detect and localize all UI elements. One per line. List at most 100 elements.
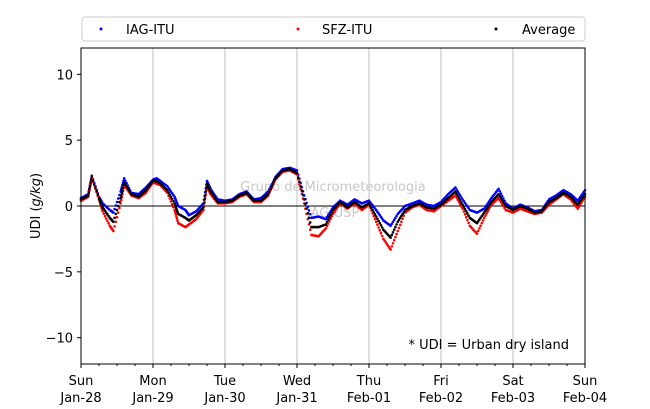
data-point bbox=[166, 188, 169, 192]
data-point bbox=[112, 211, 115, 214]
data-point bbox=[478, 227, 481, 230]
data-point bbox=[462, 205, 466, 209]
data-point bbox=[500, 194, 504, 198]
data-point bbox=[116, 197, 120, 200]
data-point bbox=[577, 205, 581, 208]
data-point bbox=[126, 186, 130, 190]
data-point bbox=[378, 229, 382, 232]
y-tick-label: 10 bbox=[56, 68, 73, 83]
data-point bbox=[299, 184, 302, 188]
x-tick-label-date: Jan-30 bbox=[203, 391, 245, 406]
legend-marker-sfz-itu bbox=[296, 27, 300, 31]
y-axis-label-unit: g/kg bbox=[29, 178, 44, 206]
data-point bbox=[497, 196, 500, 200]
data-point bbox=[396, 220, 400, 224]
y-axis-ticks: −10 −5 0 5 10 bbox=[46, 68, 81, 347]
data-point bbox=[499, 196, 503, 200]
data-point bbox=[112, 220, 115, 224]
data-point bbox=[374, 215, 378, 218]
legend: IAG-ITU SFZ-ITU Average bbox=[81, 16, 586, 42]
data-point bbox=[326, 218, 330, 221]
data-point bbox=[325, 215, 329, 219]
series-average bbox=[79, 167, 587, 239]
data-point bbox=[91, 179, 95, 182]
data-point bbox=[499, 192, 503, 196]
data-point bbox=[397, 226, 401, 230]
data-point bbox=[400, 214, 403, 218]
data-point bbox=[390, 233, 394, 237]
data-point bbox=[464, 209, 468, 213]
data-point bbox=[458, 198, 462, 202]
data-point bbox=[305, 207, 308, 210]
data-point bbox=[497, 187, 500, 191]
data-point bbox=[390, 222, 394, 226]
data-point bbox=[392, 228, 396, 231]
data-point bbox=[502, 200, 505, 204]
data-point bbox=[121, 186, 125, 189]
x-tick-label-day: Fri bbox=[433, 374, 449, 389]
data-point bbox=[95, 189, 98, 193]
y-axis-label: UDI (g/kg) bbox=[29, 173, 44, 239]
data-point bbox=[401, 212, 404, 216]
data-point bbox=[370, 206, 373, 210]
data-point bbox=[373, 217, 377, 221]
data-point bbox=[326, 213, 330, 217]
data-point bbox=[96, 193, 100, 196]
data-point bbox=[172, 199, 175, 203]
data-point bbox=[325, 220, 329, 224]
data-point bbox=[498, 190, 502, 193]
x-tick-label-day: Mon bbox=[139, 374, 166, 389]
data-point bbox=[482, 216, 486, 220]
data-point bbox=[118, 206, 121, 210]
data-point bbox=[268, 190, 271, 193]
data-point bbox=[377, 226, 380, 229]
data-point bbox=[169, 195, 173, 199]
data-point bbox=[380, 226, 384, 229]
data-point bbox=[461, 203, 464, 206]
data-point bbox=[88, 188, 91, 191]
data-point bbox=[113, 225, 116, 228]
data-point bbox=[173, 208, 176, 212]
x-tick-label-date: Feb-04 bbox=[563, 391, 607, 406]
data-point bbox=[401, 217, 404, 221]
data-point bbox=[397, 218, 401, 222]
data-point bbox=[503, 206, 506, 210]
data-point bbox=[172, 205, 175, 209]
data-point bbox=[329, 213, 332, 217]
data-point bbox=[113, 216, 116, 220]
data-point bbox=[118, 200, 121, 204]
data-point bbox=[324, 227, 328, 230]
data-point bbox=[298, 180, 301, 184]
data-point bbox=[176, 219, 179, 223]
data-point bbox=[373, 213, 377, 216]
data-point bbox=[391, 242, 395, 245]
data-point bbox=[307, 216, 311, 220]
data-point bbox=[394, 225, 397, 229]
data-point bbox=[390, 245, 394, 248]
data-point bbox=[475, 232, 479, 235]
data-point bbox=[115, 200, 119, 204]
legend-marker-iag-itu bbox=[99, 27, 103, 31]
annotation-note: * UDI = Urban dry island bbox=[409, 338, 569, 353]
data-point bbox=[460, 196, 463, 199]
data-point bbox=[104, 217, 108, 220]
data-point bbox=[392, 218, 396, 222]
data-point bbox=[455, 188, 458, 191]
data-point bbox=[101, 209, 104, 213]
x-tick-label-date: Feb-03 bbox=[491, 391, 535, 406]
x-tick-label-day: Sun bbox=[69, 374, 94, 389]
x-tick-label-date: Feb-02 bbox=[419, 391, 463, 406]
data-point bbox=[467, 214, 470, 217]
data-point bbox=[269, 187, 272, 191]
data-point bbox=[270, 184, 274, 188]
data-point bbox=[389, 236, 392, 239]
x-axis-ticks: Sun Jan-28 Mon Jan-29 Tue Jan-30 Wed Jan-31 Thu F… bbox=[59, 364, 607, 406]
data-point bbox=[481, 219, 485, 222]
data-point bbox=[398, 223, 402, 227]
data-point bbox=[456, 194, 460, 198]
data-point bbox=[462, 210, 466, 213]
y-axis-label-end: ) bbox=[29, 173, 44, 178]
data-point bbox=[324, 223, 328, 226]
data-point bbox=[169, 200, 173, 203]
data-point bbox=[296, 176, 300, 179]
